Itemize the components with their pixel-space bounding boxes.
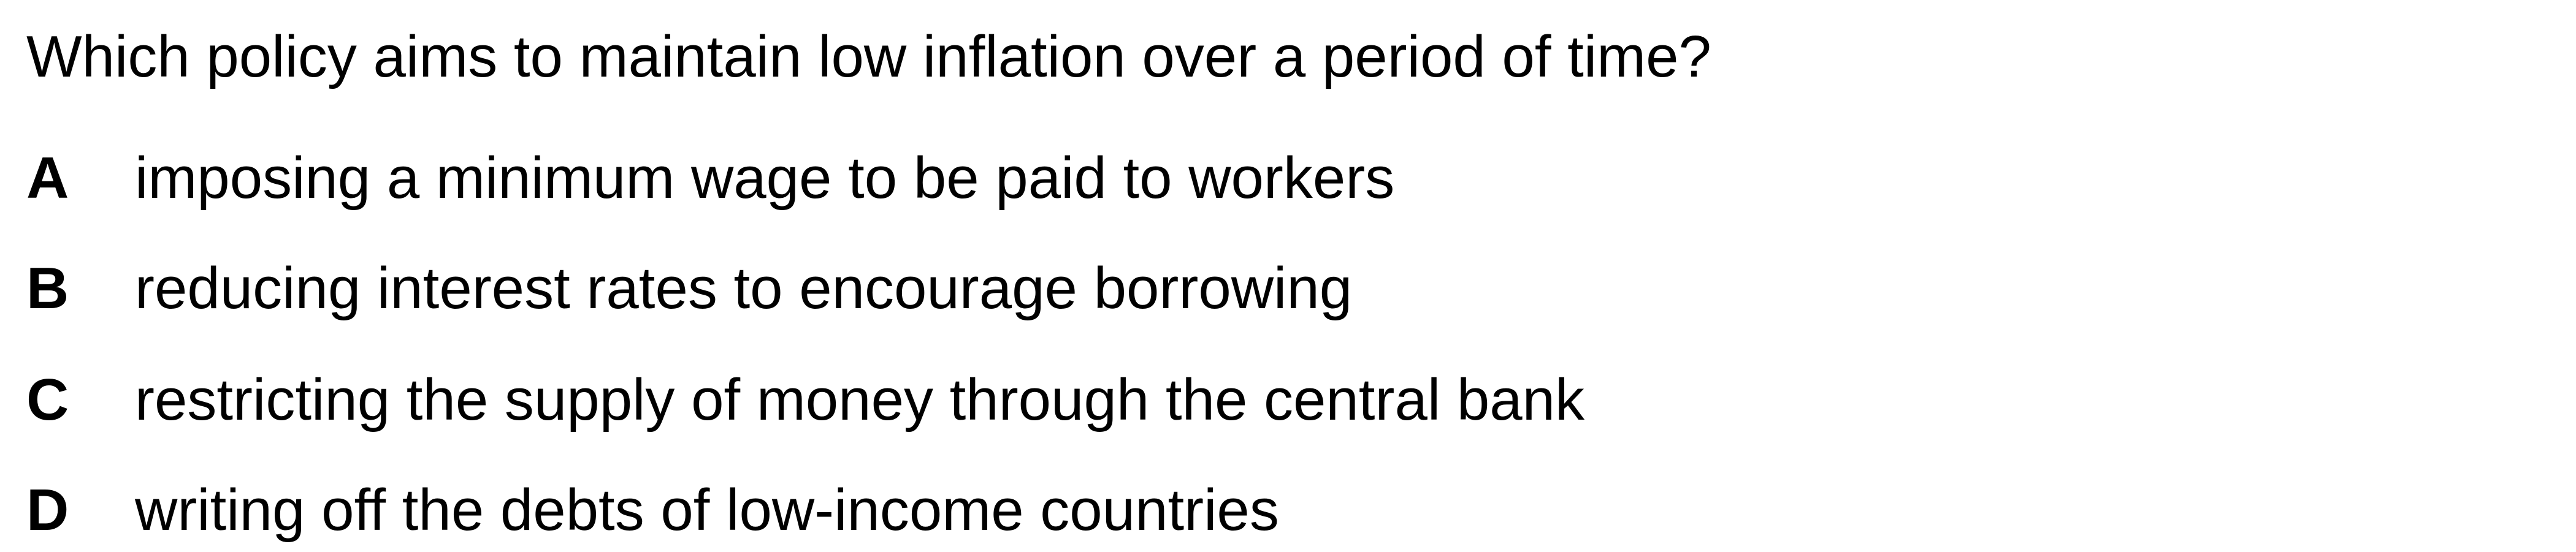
option-letter: C [26,367,69,433]
option-letter: D [26,477,69,543]
option-text: reducing interest rates to encourage bor… [135,255,1353,321]
option-letter: A [26,145,69,211]
option-letter: B [26,255,69,321]
option-text: restricting the supply of money through … [135,367,1584,433]
option-text: imposing a minimum wage to be paid to wo… [135,145,1395,211]
question-text: Which policy aims to maintain low inflat… [26,24,1711,89]
option-text: writing off the debts of low-income coun… [135,477,1279,543]
